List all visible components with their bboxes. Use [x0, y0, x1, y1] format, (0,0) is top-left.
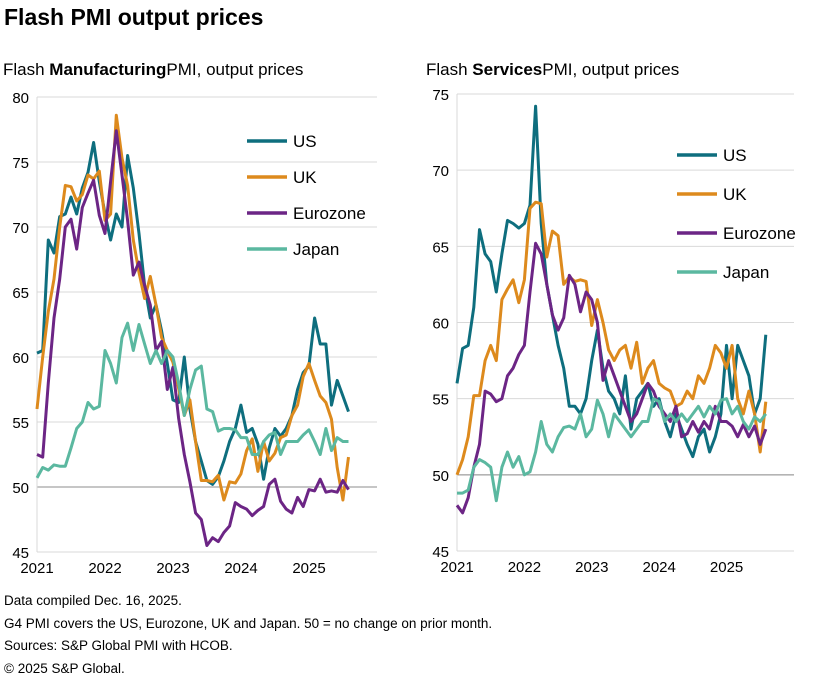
y-tick-label: 55 [12, 415, 29, 432]
legend-label-us: US [723, 146, 747, 165]
legend-label-japan: Japan [293, 240, 339, 259]
series-line-japan [457, 397, 768, 503]
x-tick-label: 2024 [643, 559, 676, 576]
y-tick-label: 70 [432, 163, 449, 180]
y-tick-label: 65 [432, 239, 449, 256]
subtitle-suffix: PMI, output prices [166, 60, 304, 79]
footnote-date: Data compiled Dec. 16, 2025. [4, 593, 182, 608]
y-tick-label: 80 [12, 90, 29, 107]
x-tick-label: 2022 [88, 560, 121, 577]
y-tick-label: 75 [432, 87, 449, 104]
legend-label-eurozone: Eurozone [293, 204, 366, 223]
subtitle-suffix: PMI, output prices [542, 60, 680, 79]
footnote-copyright: © 2025 S&P Global. [4, 660, 125, 676]
footnote-sources: Sources: S&P Global PMI with HCOB. [4, 638, 233, 653]
series-line-uk [35, 113, 350, 502]
x-tick-label: 2023 [156, 560, 189, 577]
chart-subtitle-services: Flash ServicesPMI, output prices [426, 60, 679, 80]
legend-label-uk: UK [293, 168, 317, 187]
y-tick-label: 50 [432, 468, 449, 485]
y-tick-label: 60 [12, 350, 29, 367]
y-tick-label: 65 [12, 285, 29, 302]
footnotes: Data compiled Dec. 16, 2025. G4 PMI cove… [4, 590, 492, 680]
x-tick-label: 2022 [508, 559, 541, 576]
y-tick-label: 75 [12, 155, 29, 172]
legend-label-us: US [293, 132, 317, 151]
subtitle-prefix: Flash [3, 60, 50, 79]
y-tick-label: 55 [432, 392, 449, 409]
legend-label-japan: Japan [723, 263, 769, 282]
subtitle-bold: Manufacturing [49, 60, 167, 79]
services-chart: 45 50 55 60 65 70 75 2021 2022 2023 2024 2025 US UK Eu… [432, 87, 796, 576]
y-tick-label: 60 [432, 316, 449, 333]
series-line-eurozone [455, 241, 768, 515]
series-line-us [455, 104, 768, 459]
manufacturing-chart: 45 50 55 60 65 70 75 80 2021 2022 2023 2024 2025 US UK… [12, 90, 377, 577]
subtitle-prefix: Flash [426, 60, 473, 79]
y-tick-label: 45 [12, 545, 29, 562]
x-tick-label: 2023 [575, 559, 608, 576]
x-tick-label: 2025 [710, 559, 743, 576]
footnote-coverage: G4 PMI covers the US, Eurozone, UK and J… [4, 615, 493, 631]
page-title: Flash PMI output prices [4, 4, 264, 30]
y-tick-label: 70 [12, 220, 29, 237]
chart-subtitle-manufacturing: Flash ManufacturingPMI, output prices [3, 60, 303, 80]
x-tick-label: 2021 [440, 559, 473, 576]
subtitle-bold: Services [472, 60, 543, 79]
y-tick-label: 50 [12, 480, 29, 497]
y-tick-label: 45 [432, 544, 449, 561]
series-line-japan [35, 321, 349, 479]
legend-label-eurozone: Eurozone [723, 224, 796, 243]
legend-label-uk: UK [723, 185, 747, 204]
series-line-uk [455, 200, 768, 476]
x-tick-label: 2024 [224, 560, 257, 577]
series-line-eurozone [36, 129, 350, 547]
x-tick-label: 2021 [20, 560, 53, 577]
x-tick-label: 2025 [292, 560, 325, 577]
